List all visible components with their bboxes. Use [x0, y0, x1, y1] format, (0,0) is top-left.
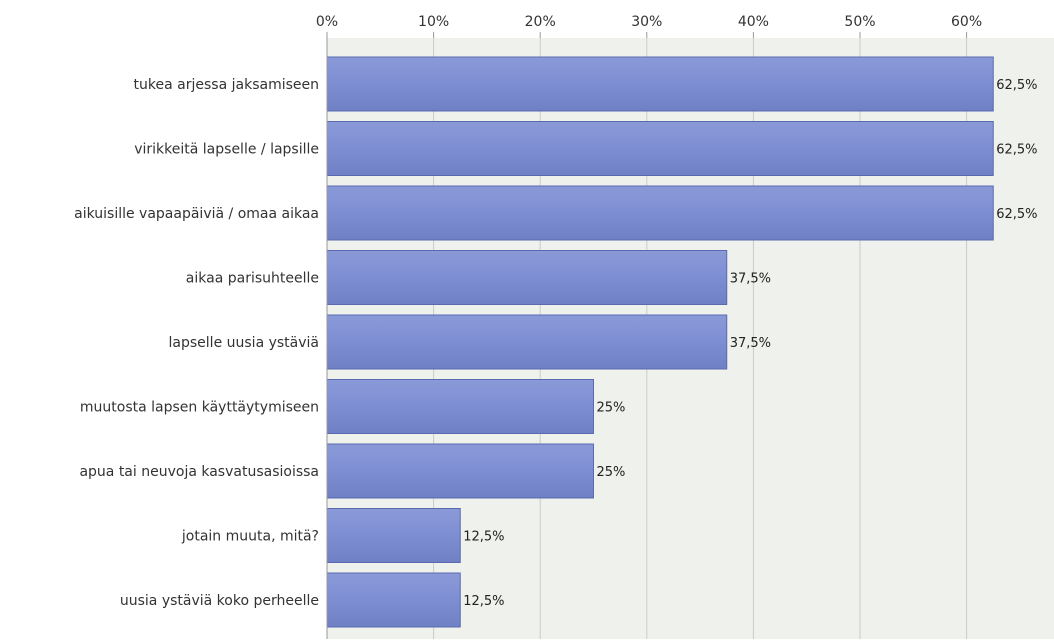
bar [326, 56, 994, 112]
value-labels: 62,5% 62,5% 62,5% 37,5% 37,5% 25% 25% 12,5% 12,5… [463, 78, 1037, 609]
data-label: 62,5% [996, 207, 1037, 222]
category-label: uusia ystäviä koko perheelle [120, 593, 319, 609]
data-label: 62,5% [996, 78, 1037, 93]
bar [326, 185, 994, 241]
data-label: 25% [596, 465, 625, 480]
x-axis-ticks: 0% 10% 20% 30% 40% 50% 60% [316, 14, 982, 38]
bar [326, 379, 594, 434]
category-label: aikuisille vapaapäiviä / omaa aikaa [74, 206, 319, 222]
x-tick-label: 30% [631, 14, 662, 30]
data-label: 12,5% [463, 530, 504, 545]
x-tick-label: 60% [951, 14, 982, 30]
category-label: aikaa parisuhteelle [186, 271, 319, 287]
bar [326, 314, 728, 370]
bars [326, 56, 994, 628]
data-label: 12,5% [463, 594, 504, 609]
category-label: jotain muuta, mitä? [181, 529, 319, 545]
bar [326, 508, 461, 563]
category-label: muutosta lapsen käyttäytymiseen [80, 400, 319, 416]
data-label: 25% [596, 401, 625, 416]
data-label: 37,5% [730, 336, 771, 351]
x-tick-label: 0% [316, 14, 338, 30]
category-label: lapselle uusia ystäviä [169, 335, 319, 351]
bar [326, 443, 594, 499]
bar [326, 121, 994, 176]
category-label: tukea arjessa jaksamiseen [134, 77, 319, 93]
bar [326, 572, 461, 628]
data-label: 62,5% [996, 143, 1037, 158]
category-labels: tukea arjessa jaksamiseen virikkeitä laps… [74, 77, 319, 609]
data-label: 37,5% [730, 272, 771, 287]
category-label: virikkeitä lapselle / lapsille [134, 142, 319, 158]
x-tick-label: 40% [738, 14, 769, 30]
category-label: apua tai neuvoja kasvatusasioissa [79, 464, 319, 480]
bar [326, 250, 728, 305]
x-tick-label: 10% [418, 14, 449, 30]
x-tick-label: 20% [525, 14, 556, 30]
x-tick-label: 50% [844, 14, 875, 30]
